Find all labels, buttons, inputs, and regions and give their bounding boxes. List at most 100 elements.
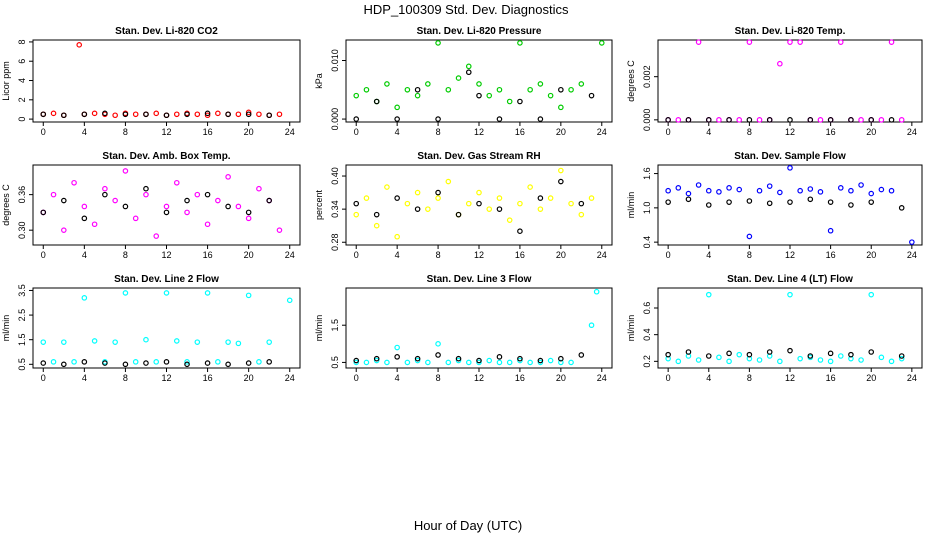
point	[888, 187, 895, 194]
point	[225, 174, 231, 180]
point	[435, 195, 441, 201]
panel-title: Stan. Dev. Gas Stream RH	[417, 151, 540, 162]
point	[225, 361, 231, 368]
point	[132, 111, 139, 118]
point	[445, 359, 452, 366]
point	[394, 104, 400, 111]
point	[777, 60, 783, 67]
point	[50, 191, 57, 198]
point	[685, 196, 692, 203]
point	[194, 339, 201, 345]
point	[353, 200, 360, 207]
y-axis-label: ml/min	[626, 192, 636, 219]
point	[888, 358, 895, 365]
point	[726, 199, 732, 205]
point	[848, 187, 854, 194]
point	[40, 339, 47, 345]
point	[184, 361, 190, 368]
x-tick-label: 0	[666, 373, 671, 383]
point	[746, 117, 753, 123]
y-tick-label: 1.0	[642, 202, 652, 215]
y-axis-label: ml/min	[1, 315, 11, 342]
x-tick-label: 12	[474, 250, 484, 260]
x-tick-label: 16	[515, 250, 525, 260]
point	[837, 39, 844, 45]
point	[353, 211, 360, 218]
point	[112, 112, 118, 119]
y-tick-label: 1.5	[17, 333, 27, 346]
x-tick-label: 0	[41, 250, 46, 260]
point	[81, 295, 88, 301]
point	[394, 344, 400, 351]
point	[102, 185, 108, 192]
x-tick-label: 24	[907, 373, 917, 383]
y-tick-label: 0.34	[330, 200, 340, 218]
point	[40, 360, 47, 366]
point	[766, 200, 773, 207]
point	[143, 336, 149, 343]
x-tick-label: 0	[41, 373, 46, 383]
point	[807, 186, 814, 192]
point	[153, 110, 160, 117]
point	[496, 116, 503, 122]
point	[848, 351, 854, 358]
point	[143, 191, 149, 198]
point	[827, 227, 834, 234]
point	[384, 81, 390, 87]
point	[173, 179, 180, 186]
point	[797, 39, 803, 45]
point	[204, 191, 211, 198]
point	[527, 86, 533, 93]
point	[266, 359, 272, 365]
point	[266, 112, 272, 119]
y-tick-label: 0.5	[330, 356, 340, 369]
point	[373, 98, 380, 105]
point	[245, 209, 252, 216]
point	[716, 117, 722, 123]
point	[102, 110, 108, 117]
x-tick-label: 4	[82, 127, 87, 137]
point	[568, 359, 574, 366]
point	[537, 195, 544, 201]
point	[373, 222, 380, 229]
x-tick-label: 12	[161, 127, 171, 137]
x-tick-label: 20	[244, 373, 254, 383]
point	[163, 203, 170, 210]
point	[486, 92, 493, 99]
point	[817, 117, 824, 123]
x-tick-label: 4	[706, 250, 711, 260]
point	[517, 40, 523, 46]
point	[225, 203, 231, 210]
point	[245, 292, 252, 299]
point	[726, 185, 732, 191]
point	[414, 357, 421, 364]
y-axis-label: ml/min	[314, 315, 324, 342]
x-tick-label: 0	[666, 127, 671, 137]
point	[685, 190, 692, 197]
y-axis-label: degrees C	[626, 60, 636, 102]
point	[578, 81, 585, 87]
point	[235, 111, 242, 118]
point	[787, 347, 793, 354]
point	[578, 200, 585, 207]
point	[465, 359, 472, 366]
point	[898, 117, 905, 123]
point	[465, 63, 472, 70]
y-tick-label: 0.000	[642, 109, 652, 132]
point	[558, 359, 564, 366]
point	[496, 86, 503, 93]
point	[184, 359, 190, 365]
point	[588, 92, 595, 99]
point	[215, 359, 221, 365]
y-tick-label: 0.5	[17, 358, 27, 371]
panel-title: Stan. Dev. Li-820 Pressure	[417, 26, 542, 37]
y-tick-label: 0.28	[330, 233, 340, 251]
plot-frame	[345, 39, 613, 123]
point	[537, 116, 544, 122]
point	[787, 165, 793, 171]
point	[506, 98, 513, 105]
point	[465, 200, 472, 207]
point	[204, 221, 211, 228]
point	[476, 359, 482, 366]
point	[122, 168, 129, 174]
